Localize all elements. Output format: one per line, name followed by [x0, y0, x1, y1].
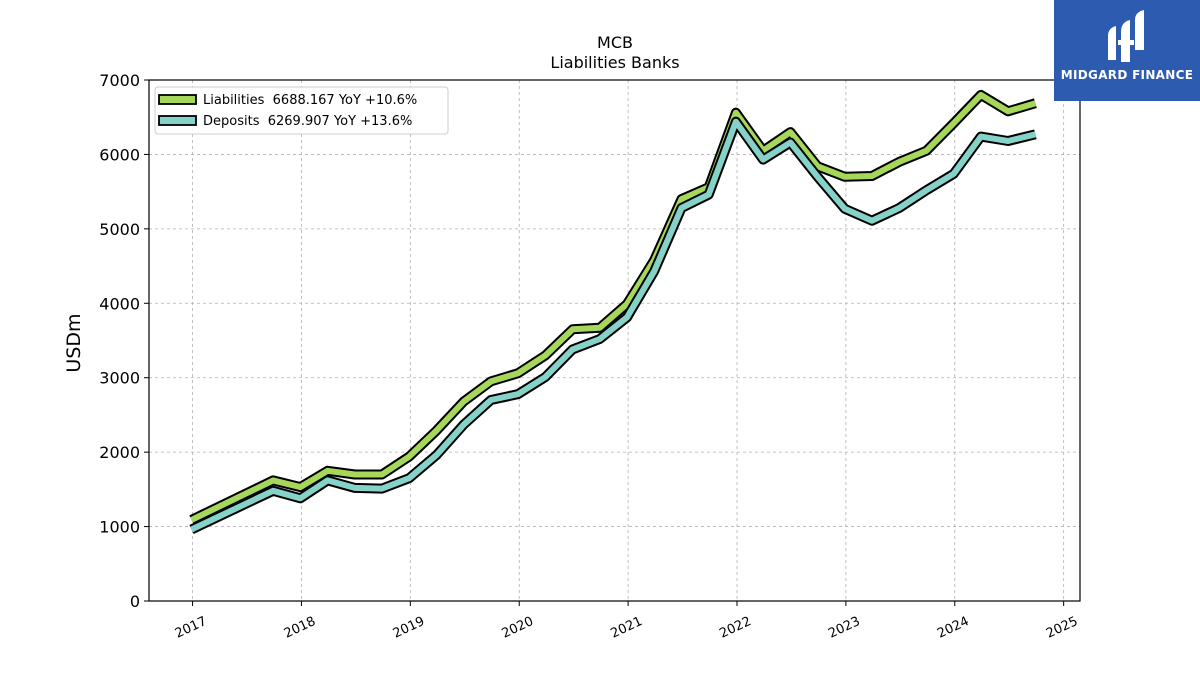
y-tick-label: 1000	[99, 518, 140, 537]
plot-frame	[148, 79, 1081, 602]
x-tick-label: 2019	[391, 614, 427, 642]
x-tick-label: 2024	[935, 614, 971, 642]
legend-swatch-deposits	[158, 115, 197, 126]
midgard-logo-icon	[1108, 10, 1144, 62]
y-axis: 0 1000 2000 3000 4000 5000 6000 7000	[99, 71, 149, 611]
x-tick-label: 2021	[608, 614, 644, 642]
legend-swatch-liabilities	[158, 94, 197, 105]
brand-logo: MIDGARD FINANCE	[1054, 0, 1200, 101]
series-line-liabilities	[190, 91, 1037, 523]
chart-subtitle: Liabilities Banks	[550, 53, 679, 72]
grid-layer	[149, 79, 1080, 602]
legend-label-deposits: Deposits 6269.907 YoY +13.6%	[203, 114, 412, 129]
x-tick-label: 2020	[500, 614, 536, 642]
legend-label-liabilities: Liabilities 6688.167 YoY +10.6%	[203, 93, 417, 108]
y-axis-label: USDm	[63, 313, 85, 372]
x-tick-label: 2017	[173, 614, 209, 642]
legend-frame	[154, 86, 449, 135]
y-tick-label: 3000	[99, 369, 140, 388]
y-tick-label: 4000	[99, 294, 140, 313]
x-tick-label: 2025	[1044, 614, 1080, 642]
y-tick-label: 0	[130, 592, 140, 611]
legend: Liabilities 6688.167 YoY +10.6% Deposits…	[154, 86, 449, 135]
y-tick-label: 2000	[99, 443, 140, 462]
x-tick-label: 2023	[826, 614, 862, 642]
x-axis: 2017 2018 2019 2020 2021 2022 2023 2024 2025	[173, 601, 1080, 642]
y-tick-label: 7000	[99, 71, 140, 90]
chart-title: MCB	[597, 33, 633, 52]
x-tick-label: 2022	[717, 614, 753, 642]
y-tick-label: 6000	[99, 145, 140, 164]
y-tick-label: 5000	[99, 220, 140, 239]
x-tick-label: 2018	[282, 614, 318, 642]
brand-name: MIDGARD FINANCE	[1060, 68, 1194, 82]
series-layer	[189, 89, 1037, 535]
series-line-deposits	[190, 118, 1037, 533]
